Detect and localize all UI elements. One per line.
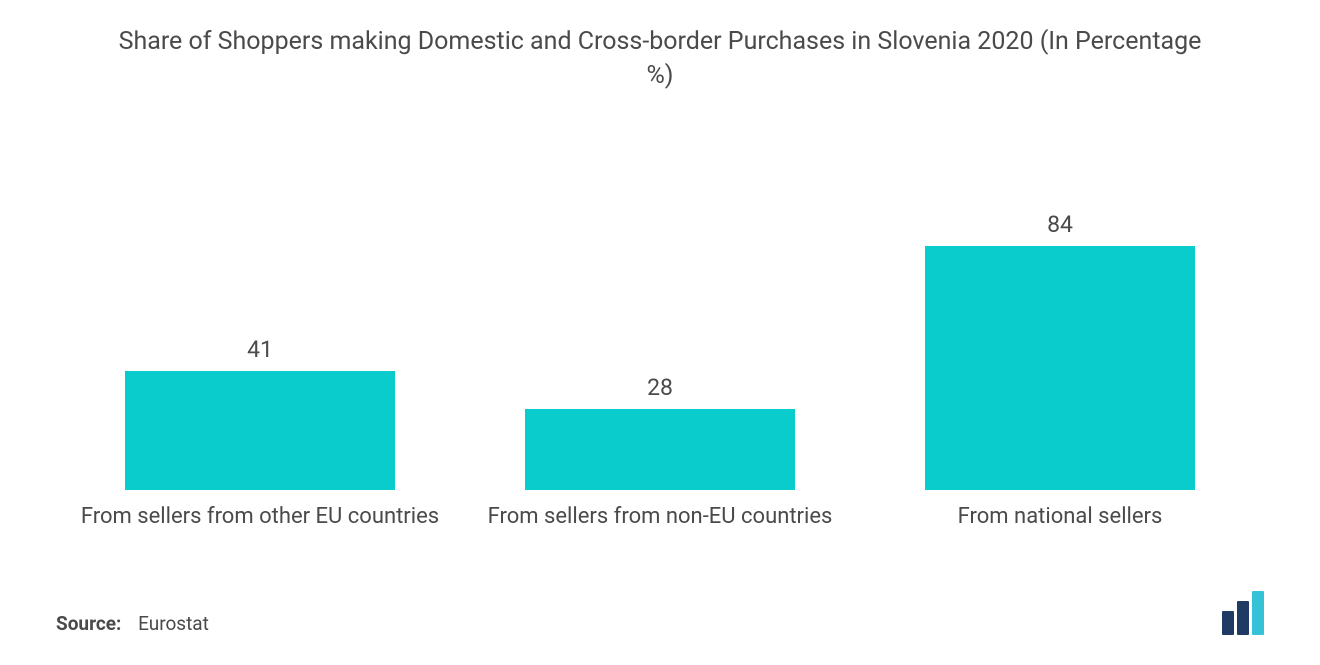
bar-group: 41 From sellers from other EU countries xyxy=(60,336,460,529)
bar-label: From national sellers xyxy=(958,504,1163,529)
source-line: Source: Eurostat xyxy=(56,612,209,635)
chart-container: Share of Shoppers making Domestic and Cr… xyxy=(0,0,1320,665)
bar xyxy=(125,371,395,490)
bar-value: 84 xyxy=(1047,211,1073,238)
bar-group: 28 From sellers from non-EU countries xyxy=(460,374,860,529)
bar-value: 28 xyxy=(647,374,673,401)
bar xyxy=(525,409,795,490)
bar-label: From sellers from non-EU countries xyxy=(488,504,833,529)
source-value: Eurostat xyxy=(138,612,209,635)
chart-title: Share of Shoppers making Domestic and Cr… xyxy=(110,25,1210,93)
chart-footer: Source: Eurostat xyxy=(50,591,1270,635)
brand-logo-icon xyxy=(1222,591,1264,635)
bar-value: 41 xyxy=(247,336,273,363)
bar-label: From sellers from other EU countries xyxy=(81,504,439,529)
bar-group: 84 From national sellers xyxy=(860,211,1260,529)
logo-bar xyxy=(1252,591,1264,635)
bar xyxy=(925,246,1195,490)
chart-plot-area: 41 From sellers from other EU countries 28… xyxy=(50,93,1270,530)
logo-bar xyxy=(1237,601,1249,635)
logo-bar xyxy=(1222,611,1234,635)
source-label: Source: xyxy=(56,612,121,635)
